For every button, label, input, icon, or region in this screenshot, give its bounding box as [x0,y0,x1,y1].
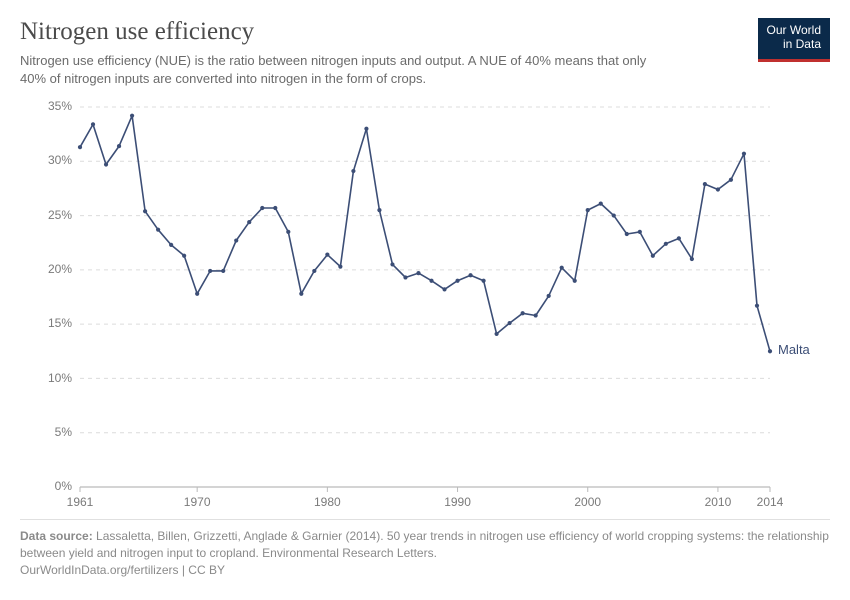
data-point [755,304,759,308]
data-point [143,209,147,213]
data-point [117,144,121,148]
data-point [221,269,225,273]
chart-area: 0% 5% 10% 15% 20% 25% 30% 35% 1961 1970 1980 1990 2… [20,99,830,509]
data-point [742,152,746,156]
data-point [78,145,82,149]
logo-line2: in Data [783,37,821,51]
data-point [91,122,95,126]
data-point [130,114,134,118]
data-point [234,239,238,243]
data-point [312,269,316,273]
chart-subtitle: Nitrogen use efficiency (NUE) is the rat… [20,52,660,87]
data-point [560,266,564,270]
data-point [403,275,407,279]
data-point [455,279,459,283]
data-point [651,254,655,258]
logo-line1: Our World [767,23,821,37]
x-axis-label: 2014 [757,495,784,509]
series-line-malta [80,116,770,352]
owid-logo: Our World in Data [758,18,830,62]
data-point [442,287,446,291]
data-point [260,206,264,210]
data-point [729,178,733,182]
chart-footer: Data source: Lassaletta, Billen, Grizzet… [20,519,830,578]
source-text: Lassaletta, Billen, Grizzetti, Anglade &… [20,529,829,560]
data-point [716,188,720,192]
footer-url: OurWorldInData.org/fertilizers | CC BY [20,562,830,579]
y-axis-label: 5% [20,425,72,439]
data-point [273,206,277,210]
chart-title: Nitrogen use efficiency [20,18,660,46]
data-point [351,169,355,173]
data-point [416,271,420,275]
data-point [286,230,290,234]
data-point [612,214,616,218]
data-point [495,332,499,336]
line-chart-svg [20,99,830,509]
data-point [182,254,186,258]
x-axis-label: 1970 [184,495,211,509]
data-point [195,292,199,296]
data-point [508,321,512,325]
y-axis-label: 35% [20,99,72,113]
data-point [534,313,538,317]
data-point [481,279,485,283]
data-point [390,262,394,266]
data-point [325,253,329,257]
data-point [677,236,681,240]
series-label-malta: Malta [778,342,810,357]
x-axis-label: 2000 [574,495,601,509]
data-point [338,265,342,269]
data-point [364,127,368,131]
y-axis-label: 0% [20,479,72,493]
data-point [156,228,160,232]
data-point [690,257,694,261]
y-axis-label: 30% [20,153,72,167]
y-axis-label: 25% [20,208,72,222]
data-point [377,208,381,212]
data-point [104,163,108,167]
data-point [573,279,577,283]
data-point [703,182,707,186]
source-label: Data source: [20,529,93,543]
x-axis-label: 1990 [444,495,471,509]
x-axis-label: 1961 [67,495,94,509]
data-point [664,242,668,246]
data-point [208,269,212,273]
data-point [429,279,433,283]
data-point [586,208,590,212]
data-point [768,349,772,353]
data-point [547,294,551,298]
y-axis-label: 15% [20,316,72,330]
data-point [625,232,629,236]
data-point [247,220,251,224]
x-axis-label: 2010 [705,495,732,509]
y-axis-label: 10% [20,371,72,385]
data-point [169,243,173,247]
y-axis-label: 20% [20,262,72,276]
data-point [521,311,525,315]
data-point [638,230,642,234]
data-point [599,202,603,206]
x-axis-label: 1980 [314,495,341,509]
data-point [468,273,472,277]
data-point [299,292,303,296]
